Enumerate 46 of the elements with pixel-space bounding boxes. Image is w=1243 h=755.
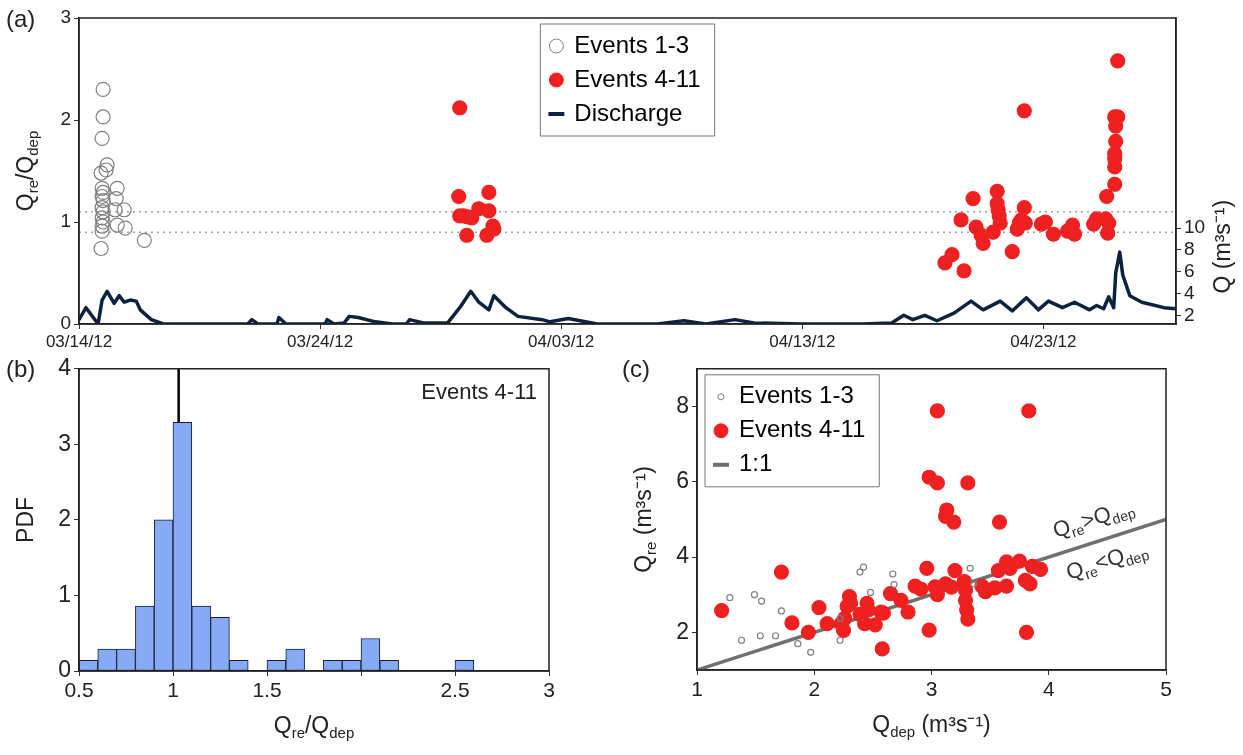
y-tick-label: 1 xyxy=(58,580,71,607)
chart-title: (b) xyxy=(6,355,36,383)
y-tick-label: 0 xyxy=(60,312,71,334)
y2-tick-label: 4 xyxy=(1184,281,1195,303)
legend-label: Events 4-11 xyxy=(574,64,701,92)
x-tick-label: 2 xyxy=(808,677,821,701)
x-tick-label: 03/14/12 xyxy=(45,331,113,351)
y2-tick-label: 8 xyxy=(1184,238,1195,260)
x-tick-label: 3 xyxy=(925,677,938,701)
y-axis-title: Qre/Qdep xyxy=(12,130,42,212)
x-tick-label: 04/03/12 xyxy=(528,331,595,351)
chart-title: (c) xyxy=(622,355,650,383)
x-tick-label: 1 xyxy=(167,678,179,702)
x-tick-label: 4 xyxy=(1042,677,1055,701)
x-tick-label: 1.5 xyxy=(252,678,282,702)
y2-tick-label: 10 xyxy=(1184,216,1206,238)
legend-label: Events 1-3 xyxy=(739,381,854,409)
y-tick-label: 2 xyxy=(58,505,71,532)
y2-tick-label: 6 xyxy=(1184,259,1195,281)
annotation: Qre>Qdep xyxy=(1049,500,1138,543)
legend-label: 1:1 xyxy=(739,449,773,477)
y-tick-label: 2 xyxy=(676,617,689,644)
y-tick-label: 4 xyxy=(676,542,690,569)
y-axis-title: PDF xyxy=(12,496,39,543)
y-tick-label: 3 xyxy=(60,6,71,28)
annotation: Qre<Qdep xyxy=(1062,542,1152,585)
y2-tick-label: 2 xyxy=(1184,303,1195,325)
y-tick-label: 8 xyxy=(676,391,689,418)
y-tick-label: 2 xyxy=(60,108,71,130)
x-tick-label: 3 xyxy=(543,678,555,702)
y2-axis-title: Q (m³s⁻¹) xyxy=(1209,199,1236,294)
x-tick-label: 04/23/12 xyxy=(1010,331,1077,351)
x-tick-label: 04/13/12 xyxy=(769,331,836,351)
x-tick-label: 03/24/12 xyxy=(287,331,354,351)
chart-title: (a) xyxy=(6,4,36,32)
y-tick-label: 1 xyxy=(60,210,71,232)
y-axis-title: Qre (m³s⁻¹) xyxy=(630,465,660,573)
x-tick-label: 5 xyxy=(1160,677,1172,701)
y-tick-label: 6 xyxy=(676,467,689,494)
y-tick-label: 4 xyxy=(58,354,72,381)
legend-label: Events 1-3 xyxy=(574,30,690,58)
annotation: Events 4-11 xyxy=(421,378,538,404)
y-tick-label: 3 xyxy=(58,429,71,456)
x-tick-label: 2.5 xyxy=(440,678,470,702)
legend-label: Events 4-11 xyxy=(739,415,866,443)
legend-label: Discharge xyxy=(574,98,683,126)
